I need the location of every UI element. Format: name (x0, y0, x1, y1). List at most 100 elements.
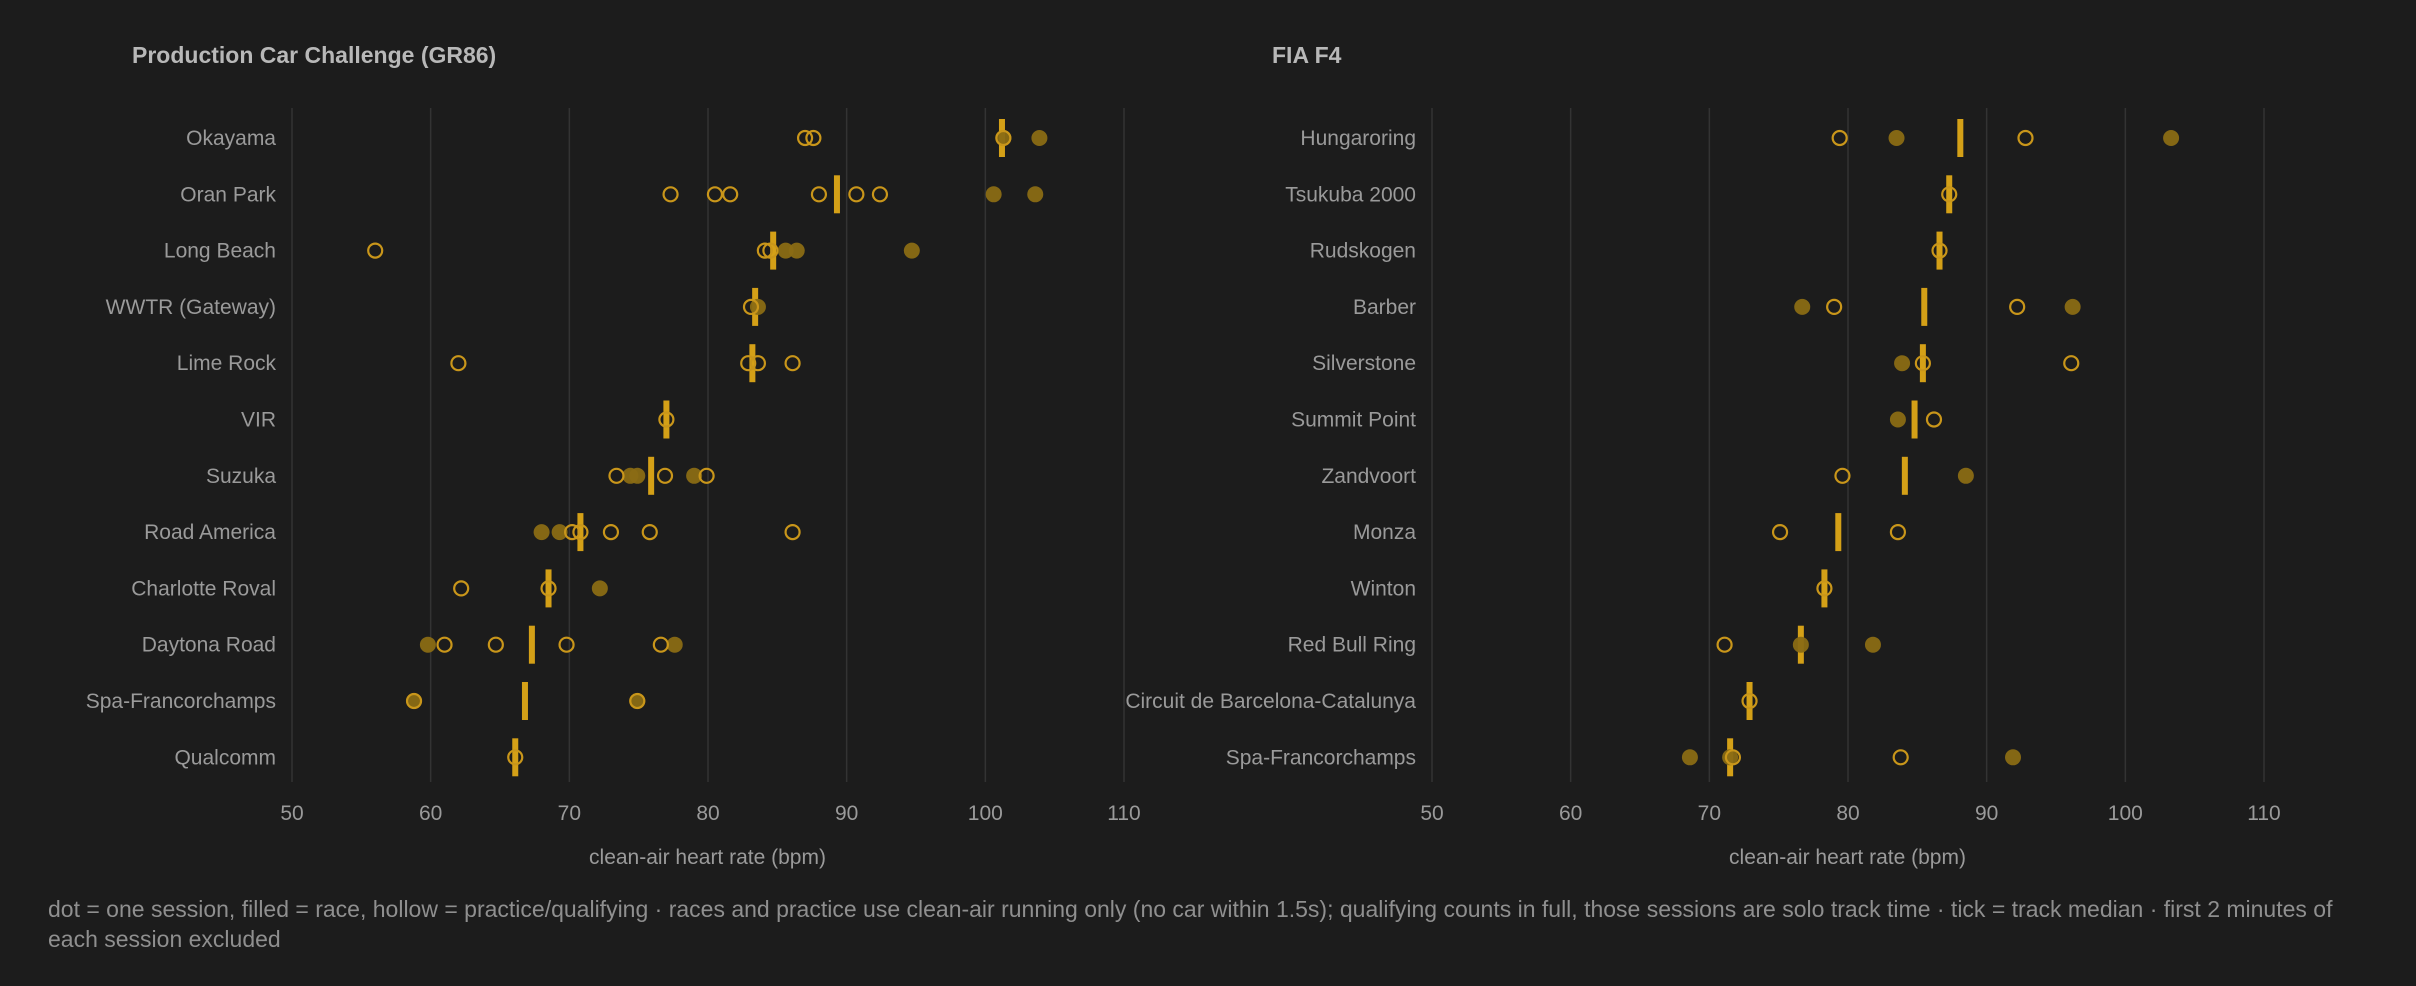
practice-dot (871, 186, 889, 203)
practice-dot (1892, 749, 1909, 766)
practice-dot (1941, 186, 1958, 203)
race-dot (533, 524, 550, 541)
track-label: Red Bull Ring (1288, 634, 1416, 657)
practice-dot (436, 636, 453, 653)
practice-dot (367, 242, 384, 259)
practice-dot (540, 580, 557, 597)
median-tick (648, 456, 655, 495)
practice-dot (1914, 355, 1931, 372)
race-dot (788, 242, 805, 259)
track-label: Qualcomm (174, 746, 276, 769)
practice-dot (641, 523, 658, 541)
panel-body: 50 60 70 80 90 100 110 Okayama Oran Park Long Bea… (86, 108, 1141, 825)
practice-dot (698, 467, 715, 484)
median-tick (1746, 682, 1753, 720)
x-tick-label: 110 (2247, 802, 2280, 825)
track-label: Road America (144, 521, 276, 544)
practice-dot (1925, 411, 1943, 428)
x-tick-label: 50 (280, 802, 303, 825)
median-tick (1901, 456, 1908, 495)
x-tick-label: 80 (696, 802, 719, 825)
x-tick-label: 100 (2108, 802, 2143, 825)
race-dot (551, 524, 568, 541)
median-tick (521, 682, 528, 720)
x-tick-label: 100 (968, 802, 1003, 825)
practice-dot (995, 129, 1012, 147)
x-axis-label: clean-air heart rate (bpm) (1729, 846, 1966, 869)
practice-dot (2063, 355, 2080, 372)
median-tick (512, 738, 519, 777)
track-label: Tsukuba 2000 (1285, 183, 1416, 206)
practice-dot (1816, 580, 1833, 597)
race-dot (1889, 411, 1906, 428)
race-dot (995, 130, 1012, 146)
race-dot (2163, 130, 2180, 146)
race-dot (406, 693, 423, 709)
practice-dot (564, 523, 581, 541)
practice-dot (662, 186, 679, 203)
track-label: Rudskogen (1310, 240, 1416, 263)
practice-dot (1889, 523, 1907, 541)
practice-dot (453, 580, 470, 597)
practice-dot (784, 355, 801, 372)
footnote: dot = one session, filled = race, hollow… (48, 896, 2333, 952)
track-label: Long Beach (164, 240, 276, 263)
median-tick (577, 513, 584, 552)
practice-dot (487, 636, 504, 653)
race-dot (2005, 749, 2022, 766)
x-tick-label: 60 (1559, 802, 1582, 825)
median-tick (1919, 344, 1926, 383)
practice-dot (762, 242, 779, 259)
median-tick (770, 231, 777, 270)
practice-dot (1741, 692, 1758, 710)
track-label: Barber (1353, 296, 1416, 319)
track-label: Zandvoort (1321, 465, 1416, 488)
track-label: Monza (1353, 521, 1416, 544)
track-label: Spa-Francorchamps (86, 690, 276, 713)
panel-gr86: Production Car Challenge (GR86) clean-ai… (86, 42, 1141, 869)
practice-dot (756, 242, 773, 259)
practice-dot (784, 523, 801, 541)
median-tick (1911, 400, 1918, 439)
x-tick-label: 60 (419, 802, 442, 825)
practice-dot (740, 355, 757, 372)
x-axis-label: clean-air heart rate (bpm) (589, 846, 826, 869)
track-label: Charlotte Roval (131, 577, 276, 600)
race-dot (1864, 636, 1881, 653)
race-dot (1888, 130, 1905, 146)
x-tick-label: 110 (1107, 802, 1140, 825)
practice-dot (722, 186, 739, 203)
race-dot (1794, 298, 1811, 315)
chart-title: Production Car Challenge (GR86) (132, 42, 496, 68)
practice-dot (706, 186, 724, 203)
x-tick-label: 90 (1975, 802, 1998, 825)
race-dot (1027, 186, 1044, 203)
track-label: Summit Point (1291, 409, 1416, 432)
race-dot (629, 693, 646, 709)
track-label: Spa-Francorchamps (1226, 746, 1416, 769)
practice-dot (608, 467, 625, 484)
track-label: WWTR (Gateway) (106, 296, 276, 319)
race-dot (777, 242, 794, 259)
practice-dot (1834, 467, 1851, 484)
track-label: Winton (1351, 577, 1416, 600)
practice-dot (602, 523, 620, 541)
x-tick-label: 80 (1836, 802, 1859, 825)
median-tick (545, 569, 552, 608)
race-dot (419, 636, 436, 653)
practice-dot (2009, 298, 2026, 315)
practice-dot (805, 129, 822, 147)
track-label: Silverstone (1312, 352, 1416, 375)
panel-f4: FIA F4 clean-air heart rate (bpm) 50 60 70… (1125, 42, 2280, 869)
x-tick-label: 50 (1420, 802, 1443, 825)
practice-dot (1831, 129, 1848, 147)
track-label: Daytona Road (142, 634, 276, 657)
x-tick-label: 70 (1698, 802, 1721, 825)
median-tick (1821, 569, 1828, 608)
practice-dot (742, 298, 760, 315)
practice-dot (558, 636, 575, 653)
practice-dot (507, 749, 524, 766)
median-tick (749, 344, 756, 383)
median-tick (833, 175, 840, 214)
